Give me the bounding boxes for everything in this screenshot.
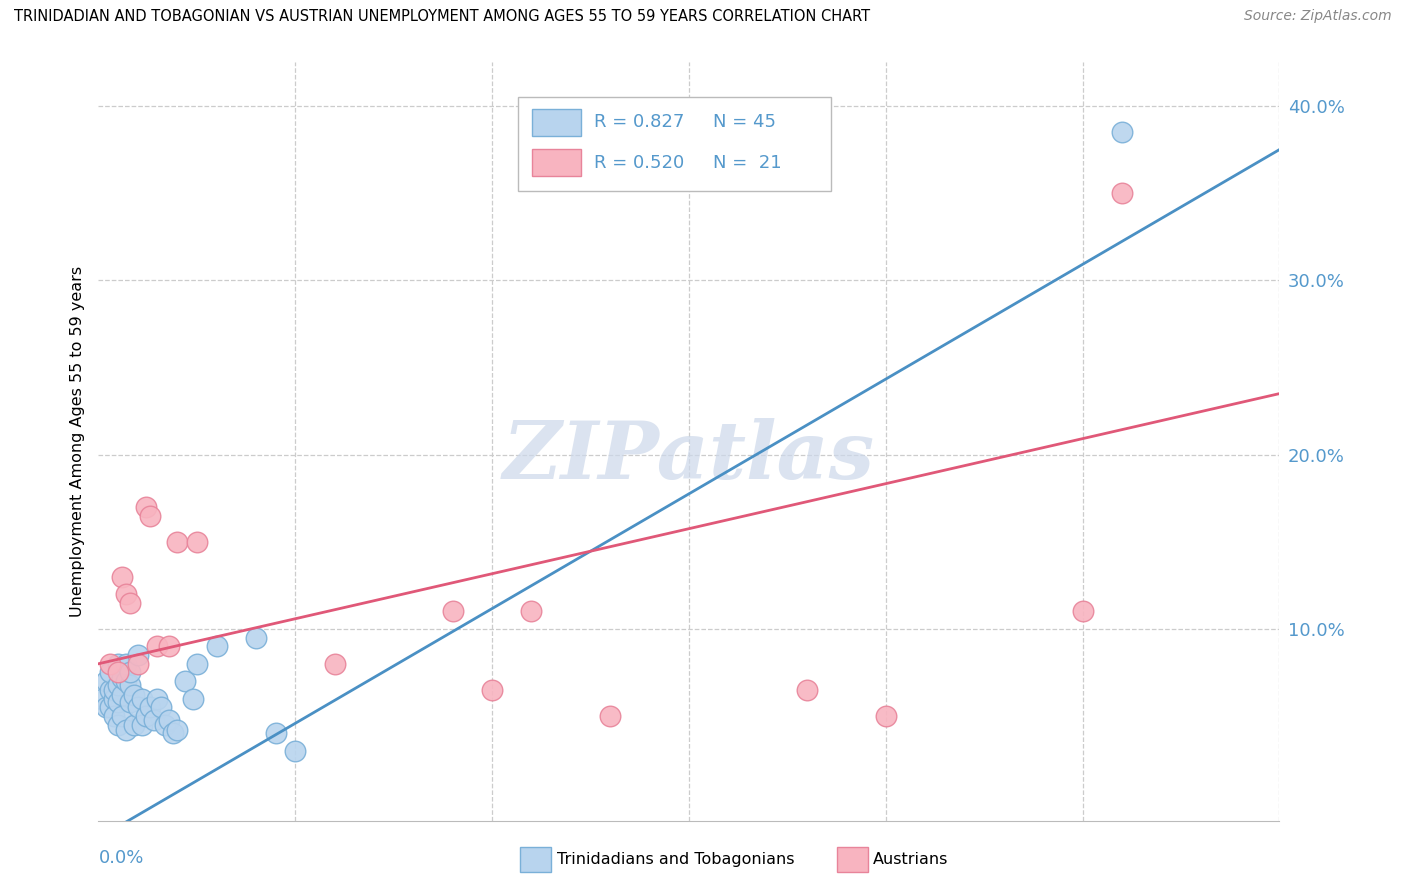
FancyBboxPatch shape	[517, 96, 831, 191]
Point	[1071, 605, 1094, 619]
Text: Trinidadians and Tobagonians: Trinidadians and Tobagonians	[557, 853, 794, 867]
Point	[323, 657, 346, 671]
Point	[186, 534, 208, 549]
Text: N =  21: N = 21	[713, 153, 782, 171]
Point	[98, 700, 121, 714]
Point	[118, 665, 141, 680]
Point	[115, 723, 138, 737]
Point	[166, 723, 188, 737]
Point	[122, 688, 145, 702]
Point	[166, 534, 188, 549]
Text: Source: ZipAtlas.com: Source: ZipAtlas.com	[1244, 9, 1392, 23]
Point	[103, 691, 125, 706]
Y-axis label: Unemployment Among Ages 55 to 59 years: Unemployment Among Ages 55 to 59 years	[70, 266, 86, 617]
Point	[103, 709, 125, 723]
Point	[264, 726, 287, 740]
Point	[127, 657, 149, 671]
Point	[181, 691, 204, 706]
Point	[115, 657, 138, 671]
Point	[127, 700, 149, 714]
Point	[150, 700, 173, 714]
Point	[796, 682, 818, 697]
Point	[91, 691, 114, 706]
Point	[245, 631, 267, 645]
FancyBboxPatch shape	[531, 149, 582, 177]
Point	[115, 587, 138, 601]
Point	[107, 665, 129, 680]
Point	[111, 709, 134, 723]
Text: Austrians: Austrians	[873, 853, 949, 867]
Point	[107, 678, 129, 692]
Point	[284, 744, 307, 758]
Point	[135, 500, 157, 514]
Point	[115, 674, 138, 689]
Point	[135, 709, 157, 723]
Point	[107, 718, 129, 732]
Point	[142, 713, 165, 727]
Point	[520, 605, 543, 619]
Point	[138, 508, 160, 523]
Point	[122, 718, 145, 732]
Point	[146, 691, 169, 706]
Point	[98, 665, 121, 680]
Point	[111, 688, 134, 702]
Point	[205, 640, 228, 654]
Point	[1111, 186, 1133, 201]
Point	[875, 709, 897, 723]
Point	[186, 657, 208, 671]
Text: R = 0.520: R = 0.520	[595, 153, 685, 171]
FancyBboxPatch shape	[531, 109, 582, 136]
Point	[162, 726, 184, 740]
Text: N = 45: N = 45	[713, 113, 776, 131]
Point	[441, 605, 464, 619]
Point	[127, 648, 149, 662]
Point	[111, 569, 134, 583]
Point	[118, 596, 141, 610]
Point	[96, 674, 118, 689]
Point	[157, 713, 180, 727]
Point	[146, 640, 169, 654]
Text: R = 0.827: R = 0.827	[595, 113, 685, 131]
Point	[118, 695, 141, 709]
Point	[103, 682, 125, 697]
Text: ZIPatlas: ZIPatlas	[503, 418, 875, 495]
Text: 0.0%: 0.0%	[98, 849, 143, 867]
Point	[107, 695, 129, 709]
Point	[155, 718, 177, 732]
Point	[481, 682, 503, 697]
Point	[599, 709, 621, 723]
Point	[157, 640, 180, 654]
Point	[174, 674, 197, 689]
Point	[118, 678, 141, 692]
Point	[96, 700, 118, 714]
Text: TRINIDADIAN AND TOBAGONIAN VS AUSTRIAN UNEMPLOYMENT AMONG AGES 55 TO 59 YEARS CO: TRINIDADIAN AND TOBAGONIAN VS AUSTRIAN U…	[14, 9, 870, 24]
Point	[107, 657, 129, 671]
Point	[138, 700, 160, 714]
Point	[1111, 125, 1133, 139]
Point	[131, 691, 153, 706]
Point	[111, 671, 134, 685]
Point	[131, 718, 153, 732]
Point	[98, 682, 121, 697]
Point	[98, 657, 121, 671]
